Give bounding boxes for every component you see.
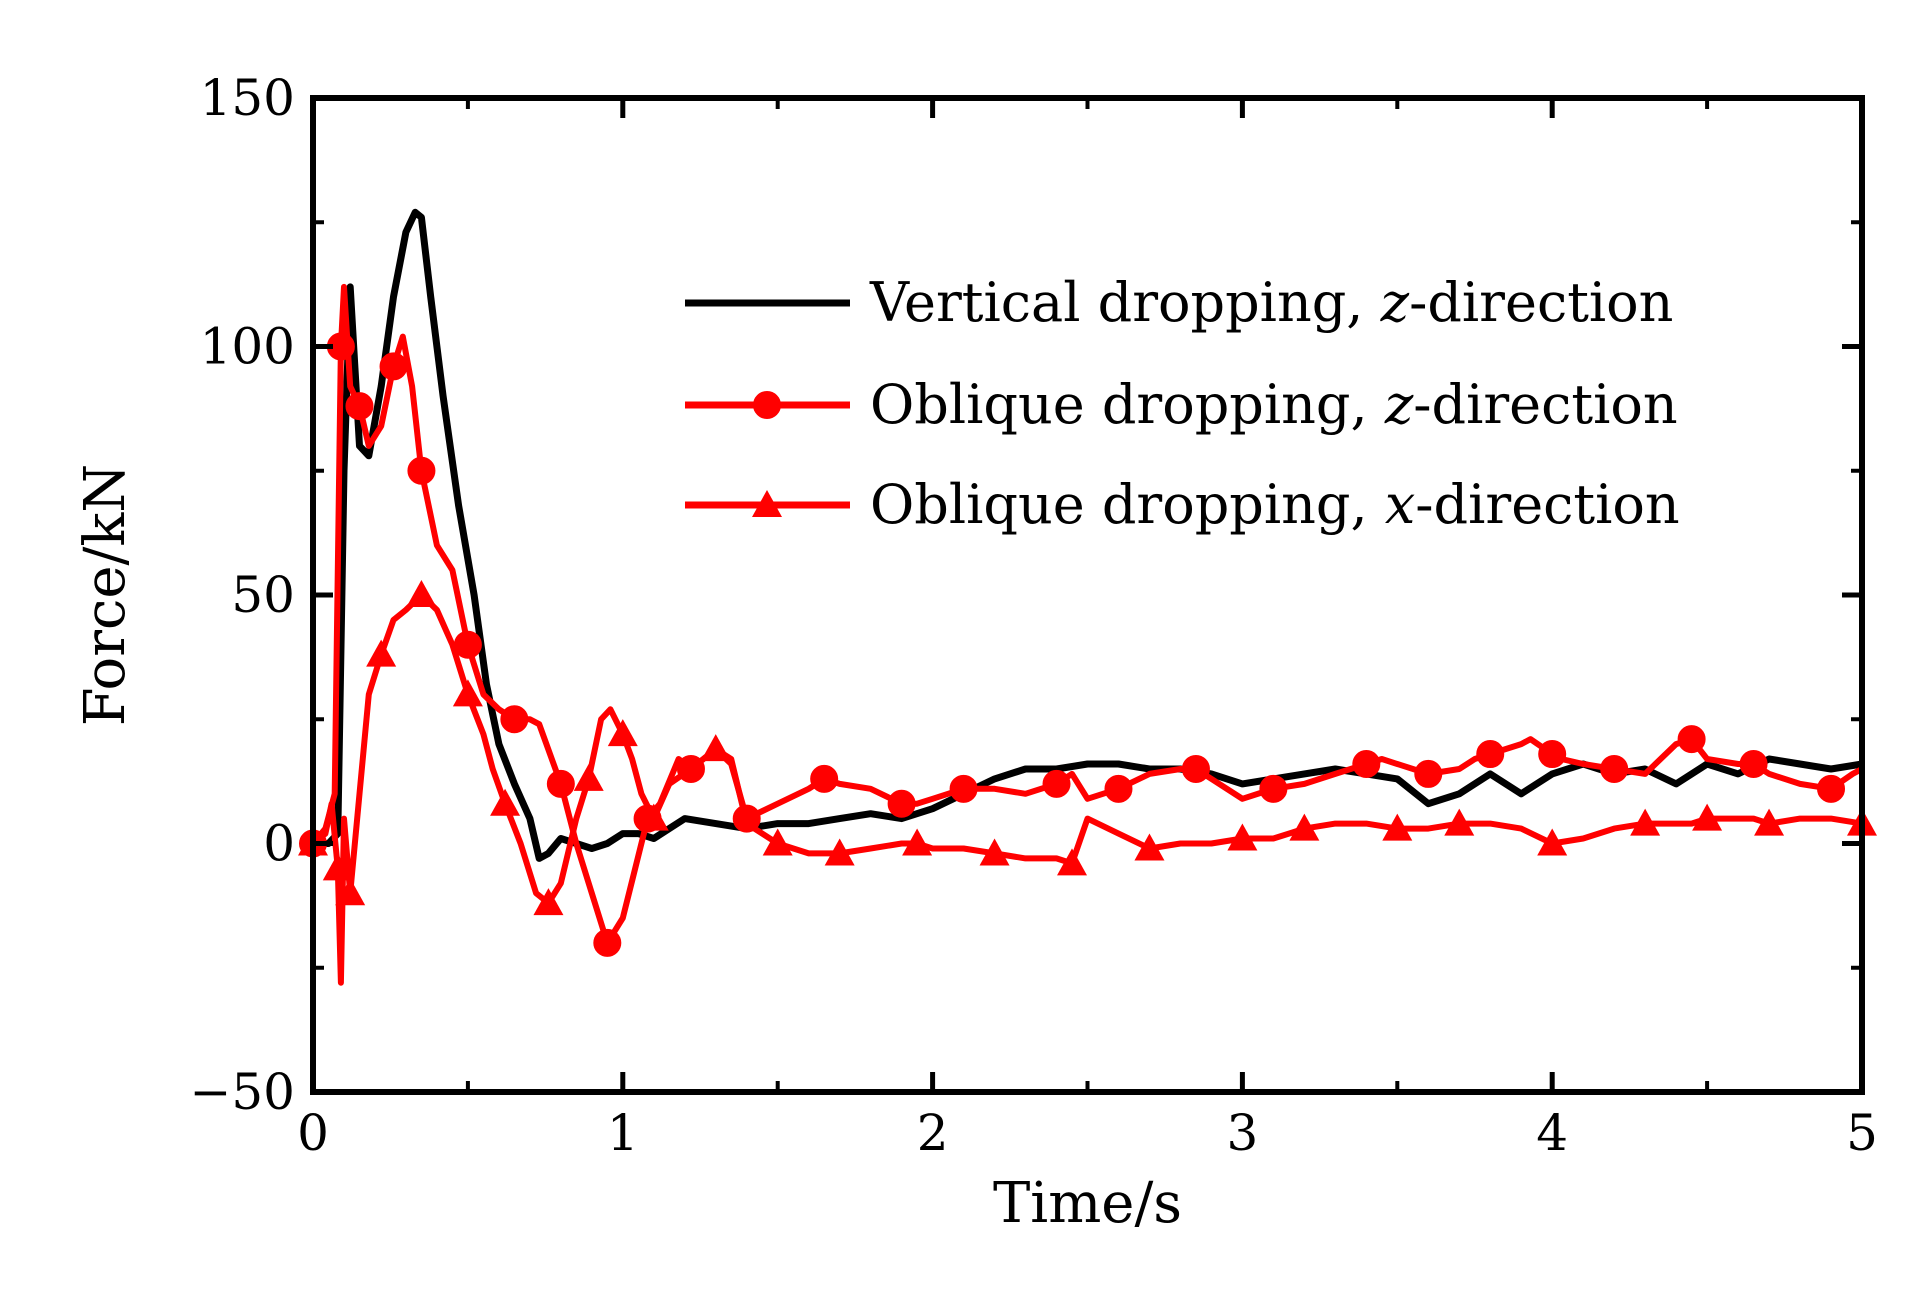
series-line xyxy=(311,592,1863,986)
x-axis-label: Time/s xyxy=(993,1171,1182,1236)
data-point xyxy=(1181,754,1210,783)
data-point xyxy=(1537,828,1568,856)
data-point xyxy=(1754,808,1785,836)
data-point xyxy=(1057,848,1088,876)
y-tick-label: 100 xyxy=(200,318,295,376)
y-tick-label: 50 xyxy=(231,566,295,624)
data-point xyxy=(366,639,397,667)
data-point xyxy=(546,769,575,798)
data-point xyxy=(345,392,374,421)
legend-entry: Oblique dropping, x-direction xyxy=(685,473,1680,536)
legend-marker xyxy=(752,490,782,517)
y-tick-label: −50 xyxy=(189,1063,295,1121)
series-line xyxy=(313,208,1863,862)
data-point xyxy=(1352,749,1381,778)
legend-label-main: Oblique dropping, xyxy=(870,473,1385,536)
series-layer xyxy=(298,208,1877,986)
series-2 xyxy=(299,283,1864,957)
data-point xyxy=(490,788,521,816)
data-point xyxy=(406,580,437,607)
data-point xyxy=(1739,749,1768,778)
legend-label-suffix: -direction xyxy=(1413,373,1677,436)
data-point xyxy=(1817,774,1846,803)
legend-label-var: z xyxy=(1384,373,1414,436)
data-point xyxy=(1289,813,1320,841)
data-point xyxy=(1476,740,1505,769)
data-point xyxy=(607,719,638,747)
data-point xyxy=(824,838,855,866)
data-point xyxy=(1677,725,1706,754)
data-point xyxy=(1444,808,1475,836)
data-point xyxy=(533,888,564,916)
legend-entry: Oblique dropping, z-direction xyxy=(685,373,1678,436)
data-point xyxy=(1134,833,1165,861)
data-point xyxy=(979,838,1010,866)
data-point xyxy=(1538,740,1567,769)
data-point xyxy=(887,789,916,818)
data-point xyxy=(335,878,366,906)
y-axis-label: Force/kN xyxy=(73,464,138,727)
data-point xyxy=(453,630,482,659)
data-point xyxy=(1414,759,1443,788)
x-tick-label: 4 xyxy=(1536,1104,1568,1162)
data-point xyxy=(1630,808,1661,836)
x-tick-label: 5 xyxy=(1846,1104,1878,1162)
data-point xyxy=(322,853,353,881)
legend-label: Oblique dropping, x-direction xyxy=(870,473,1680,536)
data-point xyxy=(593,928,622,957)
x-tick-label: 3 xyxy=(1226,1104,1258,1162)
data-point xyxy=(452,679,483,707)
data-point xyxy=(1382,813,1413,841)
series-1 xyxy=(313,208,1863,862)
data-point xyxy=(1600,754,1629,783)
legend-marker xyxy=(753,391,781,419)
legend-label-var: z xyxy=(1380,271,1410,334)
series-3 xyxy=(298,580,1877,986)
data-point xyxy=(1227,823,1258,851)
data-point xyxy=(762,828,793,856)
x-tick-label: 0 xyxy=(297,1104,329,1162)
legend-label-suffix: -direction xyxy=(1409,271,1673,334)
data-point xyxy=(1104,774,1133,803)
legend-label: Oblique dropping, z-direction xyxy=(870,373,1678,436)
data-point xyxy=(949,774,978,803)
data-point xyxy=(700,734,731,762)
y-tick-label: 0 xyxy=(263,815,295,873)
data-point xyxy=(902,828,933,856)
x-tick-label: 2 xyxy=(917,1104,949,1162)
data-point xyxy=(1042,769,1071,798)
legend-entry: Vertical dropping, z-direction xyxy=(685,271,1673,334)
x-tick-label: 1 xyxy=(607,1104,639,1162)
data-point xyxy=(1692,803,1723,831)
legend-label: Vertical dropping, z-direction xyxy=(869,271,1673,334)
data-point xyxy=(379,352,408,381)
plot-frame xyxy=(310,95,1865,1095)
data-point xyxy=(1259,774,1288,803)
legend-label-var: x xyxy=(1385,473,1415,536)
data-point xyxy=(500,705,529,734)
y-tick-label: 150 xyxy=(200,69,295,127)
legend-label-main: Vertical dropping, xyxy=(869,271,1381,334)
data-point xyxy=(810,764,839,793)
legend-label-suffix: -direction xyxy=(1415,473,1679,536)
data-point xyxy=(407,456,436,485)
data-point xyxy=(573,763,604,791)
legend-label-main: Oblique dropping, xyxy=(870,373,1385,436)
data-point xyxy=(638,803,669,831)
